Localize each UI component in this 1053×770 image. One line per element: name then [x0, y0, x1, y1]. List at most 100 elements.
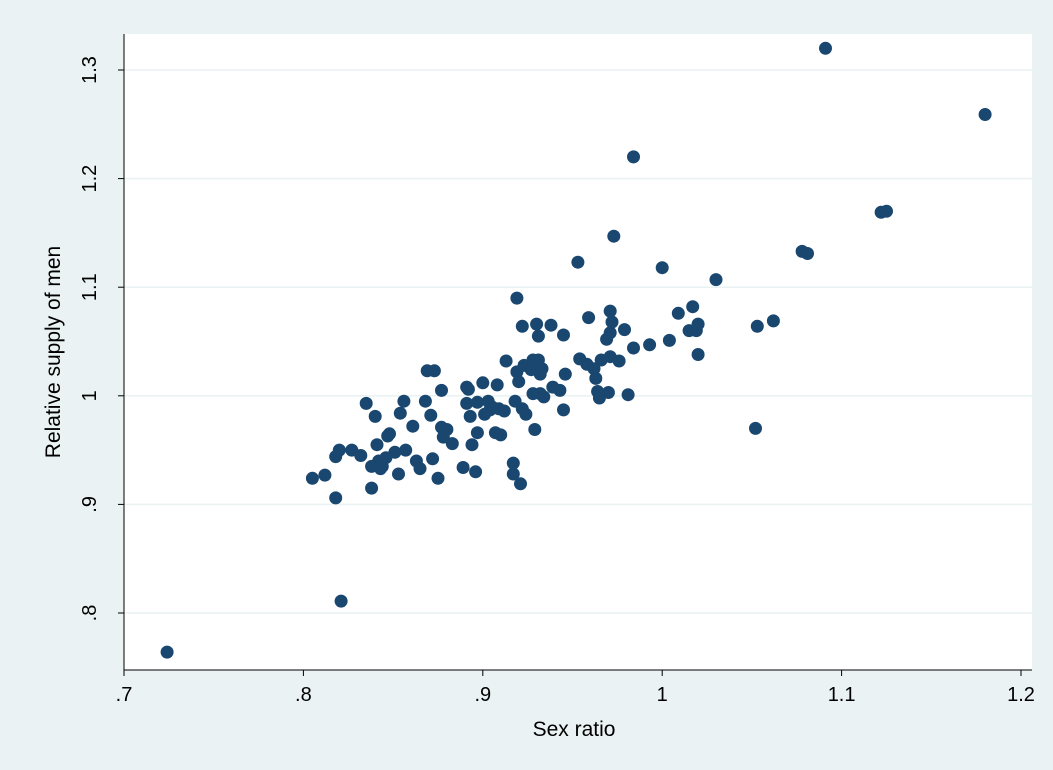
- data-point: [601, 386, 615, 399]
- data-point: [397, 394, 411, 408]
- data-point: [305, 471, 319, 485]
- data-point: [431, 471, 445, 485]
- data-point: [801, 247, 814, 260]
- data-point: [393, 406, 407, 420]
- y-tick-label: .8: [79, 605, 101, 622]
- data-point: [470, 426, 484, 440]
- data-point: [426, 452, 440, 466]
- data-point: [605, 315, 619, 329]
- data-point: [469, 465, 483, 479]
- x-tick-label: .9: [474, 684, 491, 706]
- data-point: [621, 388, 635, 402]
- data-point: [709, 273, 723, 287]
- data-point: [476, 376, 490, 390]
- data-point: [519, 407, 533, 421]
- data-point: [332, 443, 346, 457]
- data-point: [582, 311, 596, 325]
- data-point: [544, 318, 558, 332]
- data-point: [528, 423, 542, 436]
- data-point: [749, 421, 762, 435]
- data-point: [618, 323, 631, 337]
- data-point: [535, 362, 549, 376]
- data-point: [490, 378, 504, 392]
- data-point: [334, 594, 348, 608]
- data-point: [553, 383, 567, 397]
- data-point: [383, 427, 396, 441]
- data-point: [427, 364, 441, 378]
- data-point: [607, 229, 621, 243]
- data-point: [329, 491, 343, 505]
- data-point: [370, 438, 384, 452]
- x-axis-title: Sex ratio: [533, 718, 616, 741]
- data-point: [494, 428, 508, 442]
- grid-lines: [124, 69, 1032, 614]
- data-point: [603, 326, 617, 340]
- data-point: [612, 354, 626, 368]
- data-point: [655, 261, 669, 275]
- data-point: [587, 362, 601, 376]
- x-tick-label: 1: [657, 684, 668, 706]
- data-point: [424, 408, 438, 422]
- data-point: [557, 328, 570, 342]
- y-tick-label: 1: [79, 390, 101, 401]
- data-point: [643, 338, 657, 352]
- y-tick-label: 1.2: [79, 165, 101, 193]
- data-point: [392, 467, 405, 481]
- data-point: [558, 367, 572, 381]
- data-point: [365, 481, 379, 495]
- x-tick-label: .8: [295, 684, 312, 706]
- data-point: [691, 317, 705, 331]
- data-point: [880, 204, 893, 218]
- data-point: [662, 333, 676, 347]
- data-point: [368, 409, 382, 423]
- data-point: [506, 456, 520, 470]
- data-point: [418, 394, 432, 408]
- data-point: [318, 468, 332, 482]
- data-point: [671, 306, 685, 320]
- data-point: [406, 419, 420, 433]
- data-point: [510, 291, 524, 305]
- data-point: [499, 354, 513, 368]
- data-point: [530, 317, 544, 331]
- data-point: [160, 645, 174, 659]
- data-point: [750, 319, 764, 333]
- data-point: [445, 437, 459, 451]
- data-point: [531, 329, 545, 343]
- data-points: [160, 41, 992, 659]
- data-point: [460, 396, 474, 410]
- data-point: [537, 390, 551, 404]
- x-tick-label: .7: [116, 684, 133, 706]
- data-point: [512, 375, 526, 389]
- data-point: [978, 108, 992, 121]
- data-point: [456, 461, 470, 474]
- y-tick-label: .9: [79, 496, 101, 513]
- plot-area: [124, 34, 1032, 670]
- data-point: [514, 477, 527, 491]
- data-point: [766, 314, 780, 328]
- data-point: [497, 404, 511, 418]
- data-point: [463, 409, 477, 423]
- data-point: [461, 382, 475, 396]
- data-point: [691, 348, 705, 361]
- x-tick-label: 1.2: [1007, 684, 1035, 706]
- data-point: [413, 462, 427, 476]
- data-point: [819, 41, 832, 55]
- data-point: [571, 255, 585, 269]
- data-point: [627, 150, 640, 164]
- y-axis-title: Relative supply of men: [42, 246, 65, 458]
- data-point: [627, 341, 640, 355]
- data-point: [465, 438, 479, 452]
- data-point: [470, 395, 484, 409]
- x-tick-label: 1.1: [828, 684, 856, 706]
- data-point: [557, 403, 570, 417]
- data-point: [686, 300, 700, 314]
- data-point: [388, 445, 402, 459]
- data-point: [515, 319, 529, 333]
- data-point: [359, 396, 373, 410]
- data-point: [589, 371, 603, 385]
- data-point: [354, 449, 368, 462]
- y-tick-label: 1.1: [79, 273, 101, 301]
- y-axis-ticks: .8 .9 1 1.1 1.2 1.3: [79, 56, 124, 621]
- data-point: [399, 443, 413, 457]
